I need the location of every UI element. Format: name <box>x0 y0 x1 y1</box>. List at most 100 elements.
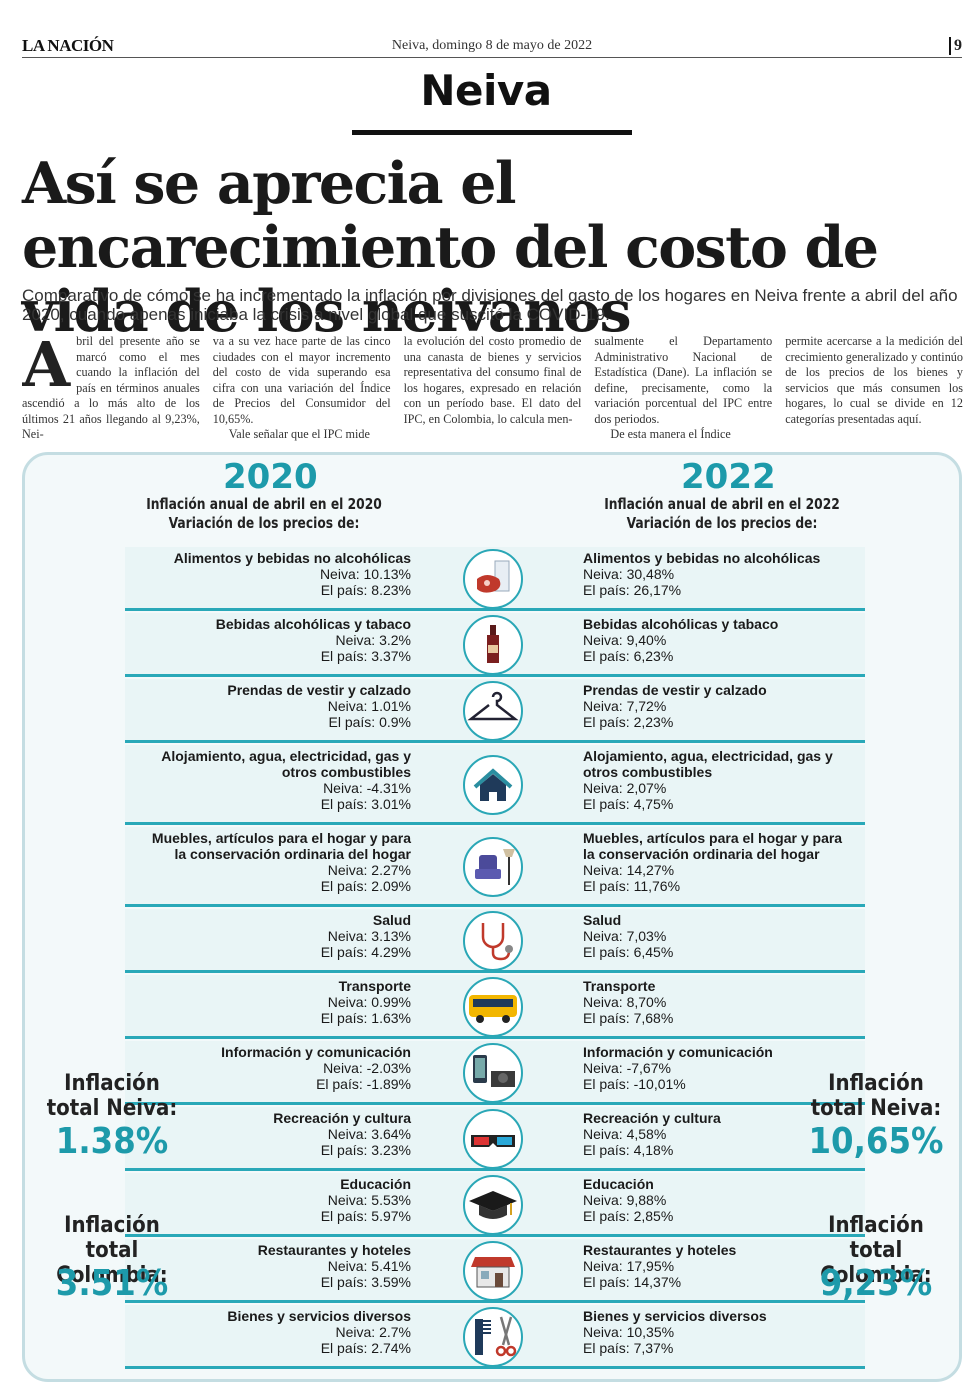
category-name: la conservación ordinaria del hogar <box>583 846 820 862</box>
neiva-value: Neiva: -7,67% <box>583 1060 671 1076</box>
comb-scissors-icon <box>463 1307 523 1367</box>
category-name: Alojamiento, agua, electricidad, gas y <box>161 748 411 764</box>
category-name: Recreación y cultura <box>583 1110 721 1126</box>
infographic-panel: 2020 Inflación anual de abril en el 2020… <box>22 452 962 1382</box>
category-2022: Salud Neiva: 7,03% El país: 6,45% <box>583 912 883 960</box>
category-2020: Transporte Neiva: 0.99% El país: 1.63% <box>121 978 411 1026</box>
category-name: Bebidas alcohólicas y tabaco <box>215 616 411 632</box>
neiva-value: Neiva: 0.99% <box>327 994 411 1010</box>
category-name: Educación <box>583 1176 654 1192</box>
category-name: Información y comunicación <box>583 1044 773 1060</box>
bus-icon <box>463 977 523 1037</box>
category-name: otros combustibles <box>583 764 713 780</box>
category-2020: Prendas de vestir y calzado Neiva: 1.01% E… <box>121 682 411 730</box>
neiva-value: Neiva: 10,35% <box>583 1324 675 1340</box>
total-colombia-2020-label: Inflación total Colombia: <box>56 1213 168 1288</box>
category-2020: Recreación y cultura Neiva: 3.64% El país:… <box>121 1110 411 1158</box>
category-name: Prendas de vestir y calzado <box>583 682 767 698</box>
country-value: El país: 4,75% <box>583 796 674 812</box>
country-value: El país: -10,01% <box>583 1076 686 1092</box>
total-neiva-2022-label: Inflación total Neiva: <box>810 1071 942 1121</box>
neiva-value: Neiva: 2,07% <box>583 780 667 796</box>
category-2020: Bienes y servicios diversos Neiva: 2.7% El… <box>121 1308 411 1356</box>
neiva-value: Neiva: 7,72% <box>583 698 667 714</box>
hanger-icon <box>463 681 523 741</box>
category-2022: Transporte Neiva: 8,70% El país: 7,68% <box>583 978 883 1026</box>
neiva-value: Neiva: 9,88% <box>583 1192 667 1208</box>
category-name: Alimentos y bebidas no alcohólicas <box>583 550 821 566</box>
year-2022: 2022 <box>681 457 776 497</box>
neiva-value: Neiva: 3.2% <box>335 632 411 648</box>
country-value: El país: 3.01% <box>320 796 411 812</box>
country-value: El país: 3.37% <box>320 648 411 664</box>
country-value: El país: 7,68% <box>583 1010 674 1026</box>
subtitle-2022: Inflación anual de abril en el 2022 Vari… <box>604 495 840 532</box>
category-2022: Alimentos y bebidas no alcohólicas Neiva:… <box>583 550 883 598</box>
neiva-value: Neiva: 5.53% <box>327 1192 411 1208</box>
neiva-value: Neiva: -4.31% <box>323 780 411 796</box>
phone-icon <box>463 1043 523 1103</box>
category-2022: Educación Neiva: 9,88% El país: 2,85% <box>583 1176 883 1224</box>
neiva-value: Neiva: 2.27% <box>327 862 411 878</box>
category-name: Muebles, artículos para el hogar y para <box>583 830 843 846</box>
country-value: El país: 4.29% <box>320 944 411 960</box>
masthead: LA NACIÓN Neiva, domingo 8 de mayo de 20… <box>22 36 962 58</box>
food-icon <box>463 549 523 609</box>
country-value: El país: 6,45% <box>583 944 674 960</box>
category-2020: Alojamiento, agua, electricidad, gas y ot… <box>121 748 411 812</box>
total-neiva-2022-value: 10,65% <box>808 1121 944 1162</box>
country-value: El país: 2.09% <box>320 878 411 894</box>
neiva-value: Neiva: 30,48% <box>583 566 675 582</box>
category-2020: Alimentos y bebidas no alcohólicas Neiva:… <box>121 550 411 598</box>
neiva-value: Neiva: 3.64% <box>327 1126 411 1142</box>
neiva-value: Neiva: 7,03% <box>583 928 667 944</box>
deck: Comparativo de cómo se ha incrementado l… <box>22 286 958 324</box>
total-colombia-2022-label: Inflación total Colombia: <box>820 1213 932 1288</box>
total-neiva-2020-value: 1.38% <box>55 1121 169 1162</box>
category-2022: Información y comunicación Neiva: -7,67% E… <box>583 1044 883 1092</box>
category-2022: Alojamiento, agua, electricidad, gas y ot… <box>583 748 883 812</box>
country-value: El país: 1.63% <box>320 1010 411 1026</box>
category-name: Transporte <box>583 978 656 994</box>
country-value: El país: 5.97% <box>320 1208 411 1224</box>
newspaper-logo: LA NACIÓN <box>22 36 114 55</box>
category-2022: Restaurantes y hoteles Neiva: 17,95% El pa… <box>583 1242 883 1290</box>
country-value: El país: 0.9% <box>328 714 412 730</box>
subtitle-2020: Inflación anual de abril en el 2020 Vari… <box>146 495 382 532</box>
country-value: El país: 26,17% <box>583 582 682 598</box>
graduation-cap-icon <box>463 1175 523 1235</box>
dateline: Neiva, domingo 8 de mayo de 2022 <box>391 38 593 53</box>
category-2022: Prendas de vestir y calzado Neiva: 7,72% E… <box>583 682 883 730</box>
stethoscope-icon <box>463 911 523 971</box>
category-2020: Salud Neiva: 3.13% El país: 4.29% <box>121 912 411 960</box>
neiva-value: Neiva: 1.01% <box>327 698 411 714</box>
neiva-value: Neiva: 4,58% <box>583 1126 667 1142</box>
category-2020: Educación Neiva: 5.53% El país: 5.97% <box>121 1176 411 1224</box>
country-value: El país: -1.89% <box>316 1076 411 1092</box>
article-column-5: permite acercarse a la medición del crec… <box>785 334 963 426</box>
neiva-value: Neiva: 3.13% <box>327 928 411 944</box>
country-value: El país: 3.23% <box>320 1142 411 1158</box>
category-name: Muebles, artículos para el hogar y para <box>151 830 411 846</box>
category-name: Bienes y servicios diversos <box>583 1308 767 1324</box>
article-column-1: A bril del presente año se marcó como el… <box>22 334 200 441</box>
category-name: Educación <box>340 1176 411 1192</box>
neiva-value: Neiva: 9,40% <box>583 632 667 648</box>
article-column-3: la evolución del costo promedio de una c… <box>403 334 582 426</box>
category-name: Bebidas alcohólicas y tabaco <box>583 616 779 632</box>
house-icon <box>463 755 523 815</box>
storefront-icon <box>463 1241 523 1301</box>
category-name: Salud <box>583 912 622 928</box>
article-body: A bril del presente año se marcó como el… <box>22 334 963 444</box>
country-value: El país: 2,23% <box>583 714 674 730</box>
category-name: la conservación ordinaria del hogar <box>174 846 411 862</box>
total-colombia-2020-value: 3.51% <box>55 1263 169 1304</box>
category-2022: Muebles, artículos para el hogar y para l… <box>583 830 883 894</box>
country-value: El país: 14,37% <box>583 1274 682 1290</box>
country-value: El país: 2,85% <box>583 1208 674 1224</box>
category-2022: Bienes y servicios diversos Neiva: 10,35%… <box>583 1308 883 1356</box>
category-name: Restaurantes y hoteles <box>257 1242 411 1258</box>
armchair-icon <box>463 837 523 897</box>
category-name: Recreación y cultura <box>273 1110 411 1126</box>
neiva-value: Neiva: 8,70% <box>583 994 667 1010</box>
